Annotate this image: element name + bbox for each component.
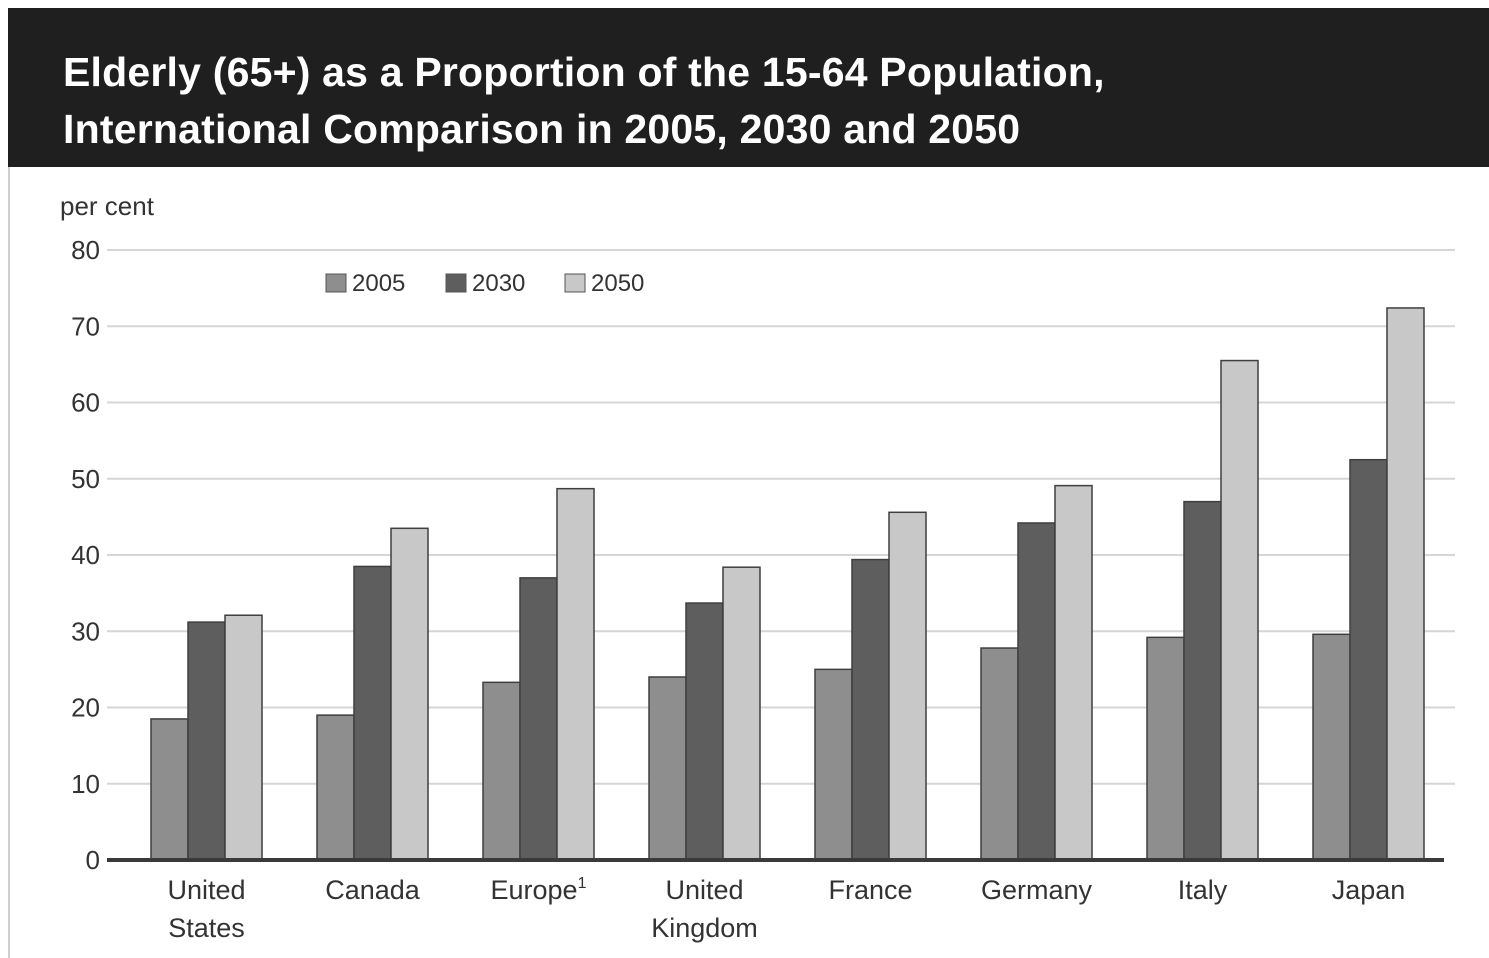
footnote-marker: 1: [578, 875, 587, 892]
x-tick-label: United: [167, 875, 245, 905]
x-tick-label: Kingdom: [651, 913, 758, 943]
bar-2050: [556, 487, 595, 861]
bar-2030: [187, 621, 226, 861]
bar-2050: [722, 566, 761, 861]
legend-swatch-2030: [445, 273, 467, 293]
legend-swatch-2005: [325, 273, 347, 293]
bar-2005: [482, 681, 521, 861]
y-axis-ticks: 0 10 20 30 40 50 60 70 80: [71, 235, 100, 875]
bar-2030: [1349, 458, 1388, 861]
bar-2050: [1386, 307, 1425, 861]
y-tick-label: 10: [71, 769, 100, 799]
x-tick-label: Germany: [981, 875, 1093, 905]
y-tick-label: 80: [71, 235, 100, 265]
legend-label-2050: 2050: [591, 270, 644, 297]
bar-2050: [1220, 359, 1259, 861]
x-tick-label: Japan: [1332, 875, 1406, 905]
y-tick-label: 60: [71, 388, 100, 418]
bar-2005: [648, 676, 687, 861]
y-axis-label: per cent: [60, 191, 155, 221]
y-tick-label: 70: [71, 311, 100, 341]
bar-2005: [1312, 633, 1351, 861]
x-tick-label: States: [168, 913, 245, 943]
chart-title-line-1: Elderly (65+) as a Proportion of the 15-…: [63, 49, 1105, 95]
y-tick-label: 20: [71, 693, 100, 723]
bar-2005: [1146, 636, 1185, 861]
y-tick-label: 40: [71, 540, 100, 570]
y-tick-label: 30: [71, 616, 100, 646]
bar-2050: [1054, 484, 1093, 861]
legend-label-2005: 2005: [352, 270, 405, 297]
bar-2005: [316, 714, 355, 861]
bar-2050: [390, 527, 429, 861]
bar-2030: [519, 577, 558, 861]
y-tick-label: 0: [86, 845, 100, 875]
y-tick-label: 50: [71, 464, 100, 494]
title-bar: Elderly (65+) as a Proportion of the 15-…: [8, 8, 1489, 167]
bar-2030: [685, 602, 724, 861]
bar-2030: [1183, 500, 1222, 861]
x-tick-label: France: [828, 875, 912, 905]
legend: 2005 2030 2050: [325, 270, 644, 297]
bar-2005: [814, 668, 853, 861]
x-tick-label: United: [665, 875, 743, 905]
bar-2030: [1017, 522, 1056, 861]
x-axis-tick-labels: United States Canada Europe1 United Kingdom Fr…: [167, 875, 1405, 943]
bars: [150, 307, 1425, 861]
bar-2050: [888, 511, 927, 861]
bar-2030: [851, 558, 890, 861]
legend-label-2030: 2030: [472, 270, 525, 297]
bar-2005: [150, 718, 189, 861]
legend-swatch-2050: [564, 273, 586, 293]
x-tick-label: Europe1: [491, 875, 587, 905]
chart-title-line-2: International Comparison in 2005, 2030 a…: [63, 106, 1021, 152]
x-tick-label: Canada: [325, 875, 421, 905]
bar-2005: [980, 647, 1019, 861]
x-tick-label: Italy: [1178, 875, 1228, 905]
bar-2050: [224, 614, 263, 861]
bar-2030: [353, 565, 392, 861]
